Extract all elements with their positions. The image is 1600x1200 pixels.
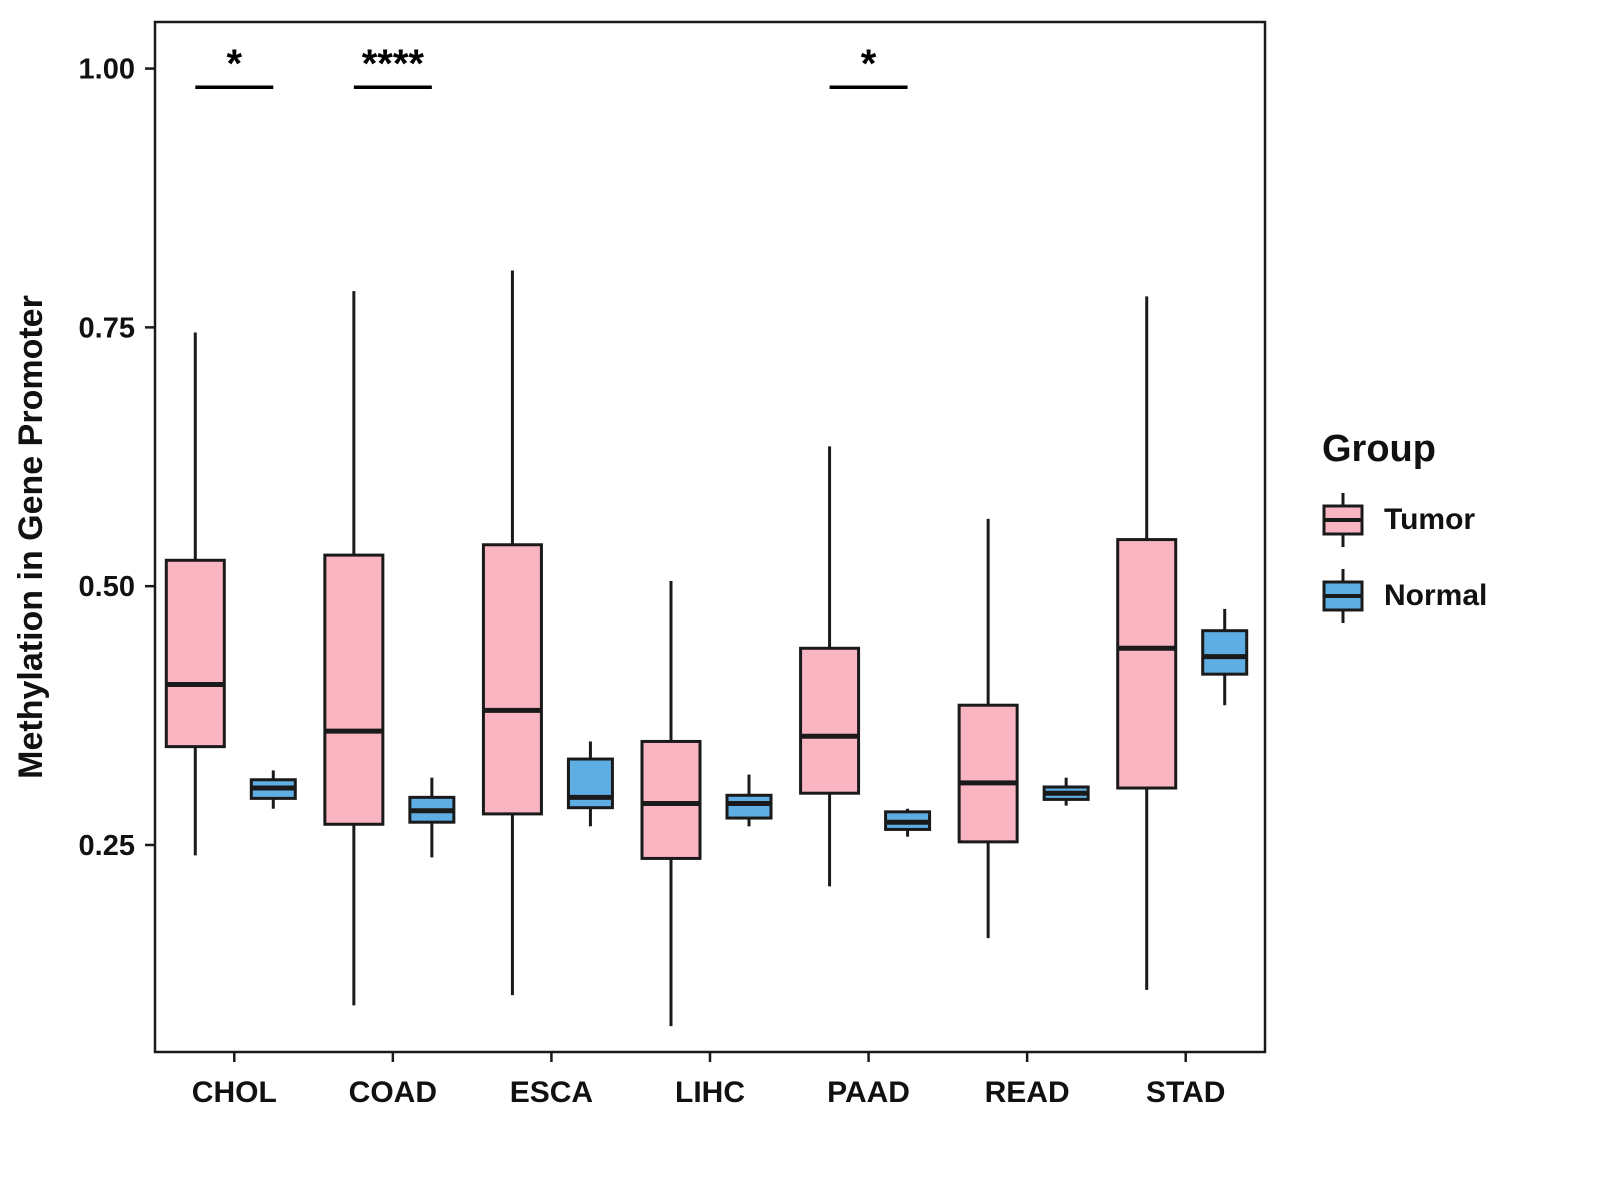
y-tick-label: 1.00 [79,54,135,86]
box-normal-lihc [725,793,773,820]
significance-label-chol: * [226,42,242,86]
plot-panel-border [153,20,1267,1054]
box-normal-stad [1201,629,1249,676]
legend-item-tumor: Tumor [1318,489,1487,551]
box-tumor-chol [164,558,226,749]
box-tumor-read [957,703,1019,844]
significance-label-paad: * [861,42,877,86]
box-tumor-stad [1116,538,1178,790]
box-tumor-coad [323,553,385,826]
x-tick-label-CHOL: CHOL [192,1076,277,1109]
legend-label-normal: Normal [1384,579,1488,612]
legend-item-normal: Normal [1318,565,1487,627]
x-tick-label-READ: READ [985,1076,1070,1109]
box-tumor-esca [481,543,543,816]
x-tick-label-PAAD: PAAD [827,1076,910,1109]
y-axis-title: Methylation in Gene Promoter [12,295,50,779]
box-normal-esca [566,757,614,810]
box-tumor-paad [799,646,861,795]
tumor-boxplot-key-icon [1322,493,1364,547]
x-tick-label-COAD: COAD [349,1076,437,1109]
significance-label-coad: **** [362,42,425,86]
box-tumor-lihc [640,739,702,860]
y-tick-label: 0.50 [79,571,135,603]
legend: Group Tumor Normal [1318,428,1487,641]
legend-label-tumor: Tumor [1384,503,1476,536]
x-tick-label-ESCA: ESCA [510,1076,593,1109]
x-tick-label-LIHC: LIHC [675,1076,745,1109]
legend-title: Group [1322,428,1436,470]
x-tick-label-STAD: STAD [1146,1076,1225,1109]
y-tick-label: 0.75 [79,312,135,344]
y-tick-label: 0.25 [79,830,135,862]
normal-boxplot-key-icon [1322,569,1364,623]
